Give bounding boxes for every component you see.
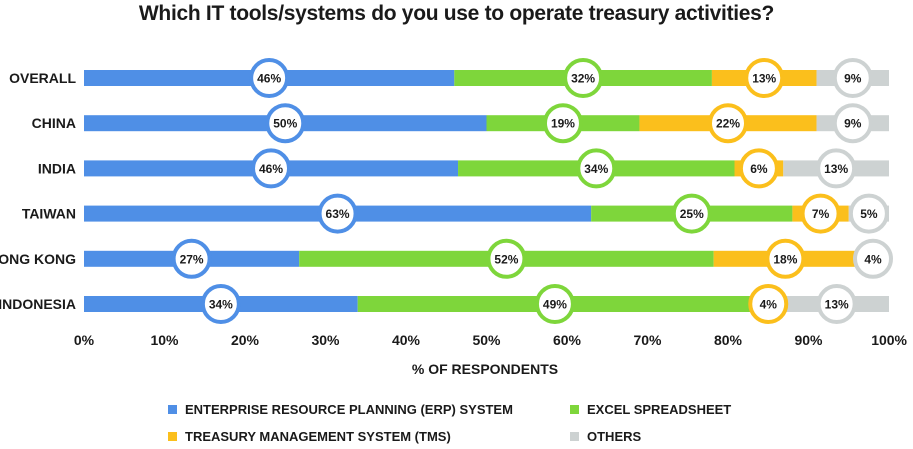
data-label-excel-taiwan: 25%: [680, 207, 704, 221]
data-bubble-ring: [832, 58, 873, 98]
data-bubble-excel-india: 34%: [576, 148, 617, 189]
data-label-others-china: 9%: [844, 117, 862, 131]
category-label-india: INDIA: [38, 160, 76, 176]
x-tick-label-2: 20%: [231, 332, 260, 348]
data-bubble-tms-india: 6%: [738, 148, 779, 189]
data-bubble-excel-taiwan: 25%: [671, 193, 712, 234]
data-bubble-tms-hong-kong: 18%: [765, 238, 806, 279]
x-axis-title: % OF RESPONDENTS: [412, 361, 558, 377]
data-bubble-excel-china: 19%: [542, 103, 583, 144]
data-bubble-tms-taiwan: 7%: [800, 193, 841, 234]
data-label-tms-hong-kong: 18%: [773, 252, 797, 266]
x-axis-ticks: 0% 10% 20% 30% 40% 50% 60% 70% 80% 90% 100%: [74, 332, 908, 348]
category-label-hong-kong: HONG KONG: [0, 251, 76, 267]
data-label-others-hong-kong: 4%: [864, 252, 882, 266]
x-tick-label-1: 10%: [150, 332, 179, 348]
data-label-erp-hong-kong: 27%: [180, 252, 204, 266]
data-label-erp-overall: 46%: [257, 72, 281, 86]
category-label-overall: OVERALL: [9, 70, 76, 86]
data-label-erp-india: 46%: [259, 162, 283, 176]
data-bubble-ring: [200, 284, 241, 324]
data-label-erp-taiwan: 63%: [326, 207, 350, 221]
data-bubble-ring: [486, 238, 527, 279]
data-label-tms-overall: 13%: [752, 72, 776, 86]
data-label-others-india: 13%: [824, 162, 848, 176]
data-bubble-ring: [765, 238, 806, 279]
category-label-taiwan: TAIWAN: [22, 206, 76, 222]
x-tick-label-4: 40%: [392, 332, 421, 348]
data-label-others-indonesia: 13%: [825, 298, 849, 312]
data-bubble-excel-overall: 32%: [563, 58, 604, 98]
data-bubble-others-taiwan: 5%: [848, 193, 889, 234]
data-label-others-taiwan: 5%: [860, 207, 878, 221]
data-bubble-ring: [832, 103, 873, 144]
data-label-excel-china: 19%: [551, 117, 575, 131]
data-label-erp-china: 50%: [273, 117, 297, 131]
x-tick-label-10: 100%: [871, 332, 907, 348]
data-label-tms-indonesia: 4%: [760, 298, 778, 312]
data-bubble-ring: [534, 284, 575, 324]
data-bubble-ring: [853, 238, 893, 279]
data-bubble-erp-hong-kong: 27%: [171, 238, 212, 279]
data-bubble-others-overall: 9%: [832, 58, 873, 98]
data-bubble-ring: [848, 193, 889, 234]
data-label-excel-indonesia: 49%: [543, 298, 567, 312]
data-bubble-others-hong-kong: 4%: [853, 238, 893, 279]
data-bubble-ring: [738, 148, 779, 189]
data-bubble-erp-overall: 46%: [249, 58, 290, 98]
data-bubble-ring: [542, 103, 583, 144]
data-bubble-tms-china: 22%: [708, 103, 748, 144]
data-bubble-erp-india: 46%: [251, 148, 292, 189]
data-bubble-others-indonesia: 13%: [816, 284, 857, 324]
data-label-excel-overall: 32%: [571, 72, 595, 86]
data-bubble-ring: [671, 193, 712, 234]
data-bubble-ring: [171, 238, 212, 279]
data-labels-layer: 46% 32% 13% 9% 50% 19% 22% 9% 46% 34% 6% 13% 63% 25% 7…: [171, 58, 893, 324]
data-bubble-ring: [816, 284, 857, 324]
data-label-others-overall: 9%: [844, 72, 862, 86]
data-label-erp-indonesia: 34%: [209, 298, 233, 312]
data-bubble-ring: [744, 58, 785, 98]
x-tick-label-9: 90%: [794, 332, 823, 348]
category-labels: OVERALL CHINA INDIA TAIWAN HONG KONG INDONESI…: [0, 70, 76, 312]
data-bubble-erp-taiwan: 63%: [317, 193, 358, 234]
x-tick-label-8: 80%: [714, 332, 743, 348]
data-bubble-ring: [249, 58, 290, 98]
data-label-tms-india: 6%: [750, 162, 768, 176]
x-tick-label-7: 70%: [633, 332, 662, 348]
data-label-tms-taiwan: 7%: [812, 207, 830, 221]
category-label-china: CHINA: [32, 115, 76, 131]
data-bubble-erp-china: 50%: [265, 103, 306, 144]
data-bubble-ring: [816, 148, 857, 189]
bars-layer: [84, 70, 889, 312]
x-tick-label-6: 60%: [553, 332, 582, 348]
data-label-excel-hong-kong: 52%: [494, 252, 518, 266]
data-bubble-ring: [800, 193, 841, 234]
data-label-tms-china: 22%: [716, 117, 740, 131]
data-bubble-erp-indonesia: 34%: [200, 284, 241, 324]
data-bubble-ring: [265, 103, 306, 144]
data-bubble-others-china: 9%: [832, 103, 873, 144]
data-bubble-others-india: 13%: [816, 148, 857, 189]
data-bubble-excel-hong-kong: 52%: [486, 238, 527, 279]
data-bubble-ring: [317, 193, 358, 234]
data-bubble-ring: [748, 284, 789, 324]
data-bubble-ring: [563, 58, 604, 98]
x-tick-label-3: 30%: [311, 332, 340, 348]
x-tick-label-5: 50%: [472, 332, 501, 348]
data-bubble-excel-indonesia: 49%: [534, 284, 575, 324]
data-bubble-tms-overall: 13%: [744, 58, 785, 98]
data-bubble-ring: [576, 148, 617, 189]
category-label-indonesia: INDONESIA: [0, 296, 76, 312]
data-bubble-tms-indonesia: 4%: [748, 284, 789, 324]
data-bubble-ring: [251, 148, 292, 189]
chart-title: Which IT tools/systems do you use to ope…: [138, 2, 775, 25]
x-tick-label-0: 0%: [74, 332, 95, 348]
data-label-excel-india: 34%: [584, 162, 608, 176]
data-bubble-ring: [708, 103, 748, 144]
